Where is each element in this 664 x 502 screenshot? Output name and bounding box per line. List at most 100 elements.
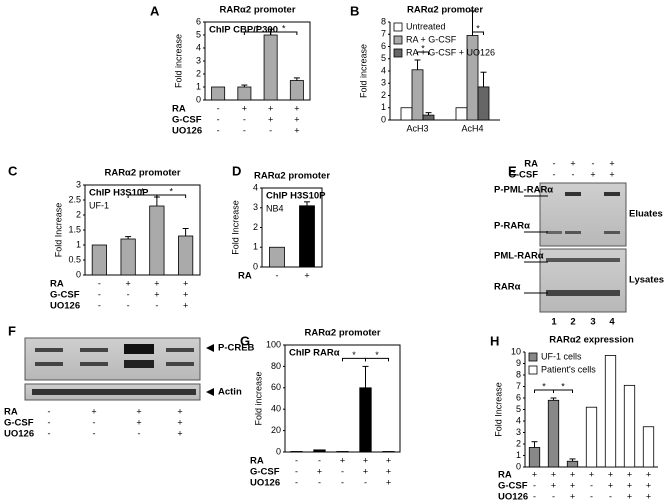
treatment-sign: - xyxy=(533,480,536,490)
treatment-label: G-CSF xyxy=(498,481,528,492)
y-tick-label: 20 xyxy=(271,425,281,435)
treatment-sign: + xyxy=(551,480,556,490)
bar xyxy=(422,114,435,121)
y-tick-label: 10 xyxy=(511,346,521,356)
y-tick-label: 4 xyxy=(516,415,521,425)
significance-label: * xyxy=(352,350,356,360)
treatment-sign: - xyxy=(609,491,612,501)
band xyxy=(565,192,581,196)
legend-swatch xyxy=(393,48,403,58)
y-tick-label: 2 xyxy=(516,438,521,448)
band xyxy=(166,362,194,366)
bar xyxy=(313,449,326,453)
treatment-sign: + xyxy=(268,114,273,124)
panel-letter: A xyxy=(150,3,160,18)
y-tick-label: 60 xyxy=(271,382,281,392)
treatment-label: UO126 xyxy=(4,429,34,440)
band xyxy=(35,362,63,366)
treatment-label: RA xyxy=(250,456,264,467)
significance-label: * xyxy=(282,23,286,33)
y-tick-label: 0 xyxy=(76,269,81,279)
treatment-sign: - xyxy=(364,477,367,487)
blot-pcreb xyxy=(24,337,201,381)
treatment-sign: - xyxy=(127,300,130,310)
lane-label: 4 xyxy=(609,317,615,328)
treatment-sign: + xyxy=(363,466,368,476)
significance-bracket xyxy=(417,51,429,55)
band-label: RARα xyxy=(494,282,521,293)
band xyxy=(565,231,581,234)
treatment-label: UO126 xyxy=(250,478,280,489)
treatment-sign: - xyxy=(553,169,556,179)
treatment-sign: - xyxy=(138,428,141,438)
significance-label: * xyxy=(169,186,173,196)
y-tick-label: 4 xyxy=(381,65,386,75)
band xyxy=(124,360,154,368)
y-tick-label: 5 xyxy=(381,53,386,63)
bar xyxy=(623,384,636,468)
bar xyxy=(400,107,413,121)
bar xyxy=(269,246,285,268)
treatment-sign: - xyxy=(48,417,51,427)
panel-letter: D xyxy=(232,163,241,178)
band-label: P-PML-RARα xyxy=(494,185,553,196)
treatment-sign: + xyxy=(570,480,575,490)
x-tick-label: AcH4 xyxy=(461,123,483,133)
y-tick-label: 2 xyxy=(76,209,81,219)
treatment-sign: + xyxy=(608,480,613,490)
treatment-sign: + xyxy=(177,428,182,438)
band-label: Actin xyxy=(218,387,242,398)
band xyxy=(604,192,620,196)
treatment-sign: + xyxy=(340,455,345,465)
y-tick-label: 40 xyxy=(271,404,281,414)
treatment-label: RA xyxy=(50,279,64,290)
treatment-sign: - xyxy=(341,477,344,487)
y-tick-label: 100 xyxy=(266,339,281,349)
band xyxy=(80,362,108,366)
legend-swatch xyxy=(393,35,403,45)
section-label: Eluates xyxy=(629,209,663,220)
treatment-sign: - xyxy=(127,289,130,299)
treatment-sign: + xyxy=(183,278,188,288)
treatment-sign: + xyxy=(294,125,299,135)
treatment-sign: - xyxy=(217,114,220,124)
y-tick-label: 5 xyxy=(516,404,521,414)
band xyxy=(124,344,154,354)
lane-label: 3 xyxy=(590,317,595,328)
treatment-sign: + xyxy=(136,417,141,427)
treatment-sign: - xyxy=(48,428,51,438)
treatment-sign: + xyxy=(183,300,188,310)
panel-letter: B xyxy=(350,3,359,18)
y-axis-label: Fold Increase xyxy=(230,200,240,255)
treatment-label: RA xyxy=(172,104,186,115)
significance-bracket xyxy=(365,357,389,362)
legend-label: Untreated xyxy=(406,21,446,31)
treatment-sign: + xyxy=(570,158,575,168)
treatment-sign: - xyxy=(590,491,593,501)
y-tick-label: 2.5 xyxy=(68,194,81,204)
treatment-sign: - xyxy=(217,103,220,113)
y-tick-label: 0 xyxy=(381,114,386,124)
significance-bracket xyxy=(270,31,298,35)
x-tick-label: AcH3 xyxy=(406,123,428,133)
band-label: P-RARα xyxy=(494,221,530,232)
box-label: ChIP H3S10P xyxy=(266,191,326,202)
treatment-label: UO126 xyxy=(50,301,80,312)
treatment-sign: - xyxy=(533,491,536,501)
y-tick-label: 4 xyxy=(253,182,258,192)
legend-label: RA + G-CSF + UO126 xyxy=(406,47,495,57)
chart-title: RARα2 promoter xyxy=(219,5,295,16)
legend-label: RA + G-CSF xyxy=(406,34,457,44)
treatment-label: UO126 xyxy=(172,126,202,137)
treatment-sign: + xyxy=(551,469,556,479)
y-tick-label: 3 xyxy=(76,179,81,189)
bar xyxy=(289,80,304,101)
y-tick-label: 5 xyxy=(196,29,201,39)
significance-label: * xyxy=(476,23,480,33)
treatment-label: RA xyxy=(4,407,18,418)
bar xyxy=(547,399,560,468)
significance-label: * xyxy=(141,186,145,196)
panel-letter: H xyxy=(490,333,499,348)
treatment-sign: - xyxy=(592,158,595,168)
